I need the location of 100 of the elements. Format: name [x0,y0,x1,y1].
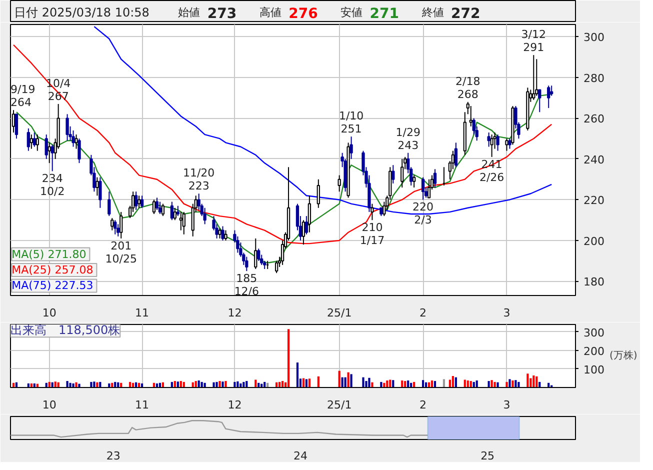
y-tick-label: 180 [584,276,604,289]
y-tick-label: 280 [584,72,604,85]
candlestick [538,89,542,113]
bar [224,381,227,388]
bar [216,382,218,388]
x-tick-label: 11 [135,398,150,412]
text: 安値 271 [340,6,400,22]
candlestick [304,216,308,235]
y-tick-label: 100 [584,363,604,376]
candlestick [50,144,54,172]
candlestick [173,207,176,221]
candlestick [98,176,102,208]
y-tick-label: 200 [584,344,604,358]
text: MA(75) 227.53 [12,279,94,292]
candlestick [170,201,174,221]
candlestick [496,134,500,152]
candlestick [78,138,81,164]
bar [254,380,257,388]
candlestick [370,203,374,221]
bar [389,380,392,388]
x-tick-label: 24 [293,450,308,462]
candlestick [179,211,182,231]
candlestick [350,136,353,160]
bar [526,374,529,388]
candlestick [535,58,538,96]
bar [464,380,466,388]
bar [512,380,514,388]
bar [305,379,308,388]
candlestick [134,191,138,210]
text: 始値 273 [178,6,237,22]
annotation: 201 10/25 [105,239,137,266]
bar [452,376,454,388]
bar [222,382,224,388]
candlestick [30,134,33,150]
x-tick-label: 25 [480,450,495,462]
candlestick [392,164,395,184]
candlestick [176,205,180,217]
candlestick [316,178,320,208]
bar [338,370,340,388]
candlestick [433,168,437,188]
candlestick [36,134,39,152]
candlestick [116,224,120,237]
bar [287,329,290,388]
text: MA(25) 257.08 [12,264,94,277]
candlestick [490,134,494,158]
candlestick [182,211,186,235]
candlestick [110,218,114,231]
candlestick [218,228,222,239]
annotation: 1/29 243 [396,126,420,152]
y-tick-label: 260 [584,112,604,126]
candlestick [26,128,30,152]
bar [494,382,496,388]
candlestick [454,142,458,168]
candlestick [427,178,431,198]
x-tick-label: 12 [228,306,242,320]
candlestick [412,174,416,188]
annotation: 2/18 268 [456,74,480,101]
y-tick-label: 300 [584,326,604,340]
bar [350,374,352,388]
annotation: 3/12 291 [521,28,546,54]
candlestick [32,132,36,148]
candlestick [421,176,425,200]
bar [78,384,80,388]
x-tick-label: 23 [106,450,120,462]
bar [514,380,517,388]
candlestick [66,114,69,142]
candlestick [487,132,490,148]
candlestick [108,191,111,217]
bar [365,381,368,388]
bar [93,382,96,388]
text: 終値 272 [420,6,480,22]
x-tick-label: 3 [503,306,510,320]
bar [368,378,370,388]
bar [90,382,92,388]
bar [212,382,215,388]
annotation: 11/20 223 [182,166,215,193]
candlestick [96,176,99,196]
candlestick [400,158,404,188]
candlestick [72,130,75,148]
x-tick-label: 25/1 [326,398,352,412]
chart-title: 日付 2025/03/18 10:58 [14,6,150,20]
x-tick-label: 2 [420,306,427,320]
candlestick [221,226,224,241]
candlestick [137,195,141,208]
candlestick [257,248,260,262]
candlestick [550,85,554,96]
bar [308,378,310,388]
candlestick [158,201,162,214]
x-tick-label: 11 [135,306,150,320]
candlestick [203,207,206,225]
annotation: 1/10 251 [338,110,364,136]
candlestick [508,138,512,150]
bar [72,383,74,388]
bar [69,382,72,388]
y-tick-label: 240 [584,153,604,166]
annotation: 220 2/3 [412,200,434,227]
x-tick-label: 12 [228,398,242,412]
bar [296,362,299,388]
candlestick [224,230,228,241]
candlestick [469,106,472,127]
